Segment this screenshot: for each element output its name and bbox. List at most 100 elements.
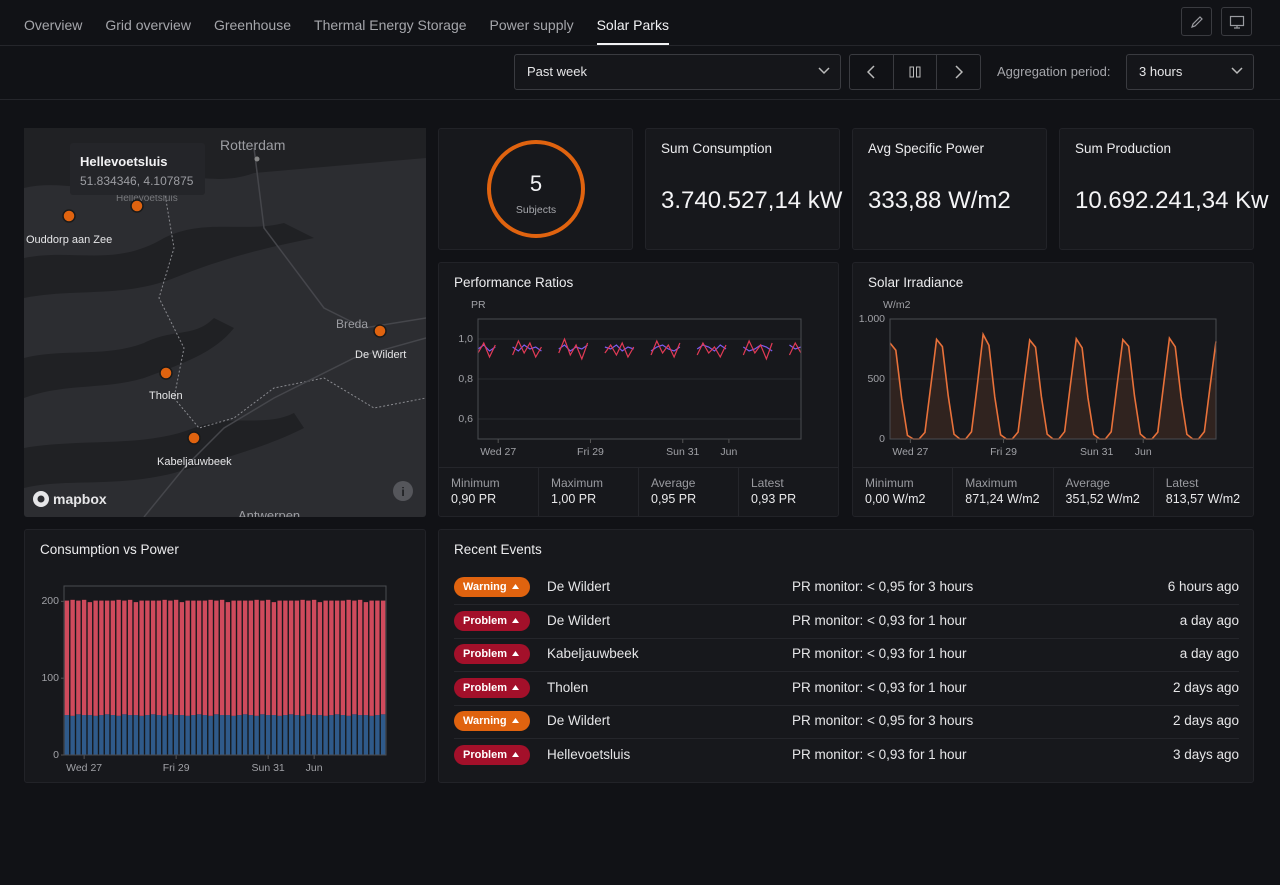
- status-badge: Problem: [454, 677, 530, 698]
- popup-coords: 51.834346, 4.107875: [80, 174, 194, 188]
- bar-segment: [64, 600, 70, 716]
- tab[interactable]: Power supply: [489, 17, 574, 33]
- area: [890, 334, 1216, 439]
- park-label: Ouddorp aan Zee: [26, 234, 112, 246]
- pause-button[interactable]: [894, 55, 938, 89]
- bar-segment: [369, 600, 374, 716]
- badge-arrow: [512, 684, 519, 690]
- park-marker[interactable]: [187, 431, 201, 445]
- next-button[interactable]: [937, 55, 980, 89]
- kpi-title: Avg Specific Power: [868, 141, 985, 156]
- stat-label: Minimum: [451, 476, 500, 490]
- event-site: De Wildert: [547, 612, 611, 628]
- x-tick-label: Fri 29: [990, 446, 1017, 458]
- bar-segment: [271, 602, 277, 716]
- irradiance-panel: Solar Irradiance W/m2 0 500 1.000 Wed 27 Fri …: [852, 262, 1254, 517]
- bar-segment: [145, 715, 150, 755]
- aggregation-value: 3 hours: [1139, 64, 1183, 79]
- event-row: Problem De Wildert PR monitor: < 0,93 for …: [454, 605, 1239, 639]
- pause-icon: [909, 66, 921, 78]
- bar-segment: [156, 600, 162, 716]
- stat-value: 871,24 W/m2: [965, 492, 1040, 506]
- range-select[interactable]: Past week: [514, 54, 841, 90]
- stat-value: 0,00 W/m2: [865, 492, 926, 506]
- bar-segment: [110, 715, 116, 755]
- bar-segment: [294, 715, 300, 755]
- tab[interactable]: Thermal Energy Storage: [314, 17, 467, 33]
- event-time: a day ago: [1179, 612, 1239, 628]
- park-label: Kabeljauwbeek: [157, 456, 232, 468]
- bar-segment: [99, 600, 104, 716]
- y-tick-label: 0: [53, 749, 59, 761]
- map[interactable]: Rotterdam Breda Antwerpen Hellevoetsluis…: [24, 128, 426, 517]
- x-tick-label: Jun: [720, 446, 737, 458]
- event-time: 3 days ago: [1172, 746, 1239, 762]
- event-row: Problem Tholen PR monitor: < 0,93 for 1 ho…: [454, 672, 1239, 706]
- kpi-title: Sum Production: [1075, 141, 1172, 156]
- map-popup: [70, 143, 205, 195]
- stats-row: Minimum 0,00 W/m2 Maximum 871,24 W/m2 Averag…: [853, 467, 1253, 516]
- bar-segment: [283, 600, 288, 716]
- chevron: [1231, 67, 1243, 75]
- edit-button[interactable]: [1181, 7, 1212, 36]
- prev-icon: [867, 65, 875, 79]
- event-time: 6 hours ago: [1167, 579, 1239, 594]
- bar-segment: [133, 715, 139, 755]
- tab[interactable]: Grid overview: [105, 17, 191, 33]
- park-marker[interactable]: [159, 366, 173, 380]
- bar-segment: [254, 715, 259, 755]
- status-badge: Warning: [454, 711, 530, 731]
- status-badge: Problem: [454, 744, 530, 765]
- stat-cell: Average 0,95 PR: [638, 468, 738, 516]
- consumption-chart: 0 100 200 Wed 27 Fri 29 Sun 31 Jun: [41, 585, 387, 774]
- bar-segment: [139, 600, 144, 716]
- stat-value: 0,93 PR: [751, 492, 797, 506]
- badge-arrow: [512, 718, 519, 723]
- park-marker[interactable]: [373, 324, 387, 338]
- aggregation-select[interactable]: 3 hours: [1126, 54, 1254, 90]
- y-tick-label: 200: [41, 595, 59, 607]
- prev-button[interactable]: [850, 55, 894, 89]
- kpi-title: Sum Consumption: [661, 141, 773, 156]
- bar-segment: [219, 715, 225, 755]
- bar-segment: [340, 600, 346, 716]
- badge-arrow: [512, 751, 519, 757]
- event-row: Problem Hellevoetsluis PR monitor: < 0,93 …: [454, 739, 1239, 772]
- bar-segment: [76, 600, 81, 715]
- info-button[interactable]: [393, 481, 413, 501]
- bar-segment: [277, 715, 282, 755]
- tab[interactable]: Overview: [24, 17, 83, 33]
- x-tick-label: Sun 31: [666, 446, 699, 458]
- event-message: PR monitor: < 0,93 for 1 hour: [792, 612, 967, 628]
- mapbox-logo: [37, 495, 45, 503]
- tab[interactable]: Solar Parks: [596, 0, 669, 45]
- display-button[interactable]: [1221, 7, 1252, 36]
- x-tick-label: Jun: [306, 762, 323, 774]
- tab[interactable]: Greenhouse: [213, 17, 292, 33]
- bar-segment: [323, 600, 328, 716]
- bar-segment: [300, 599, 305, 716]
- event-message: PR monitor: < 0,95 for 3 hours: [792, 579, 974, 594]
- x-tick-label: Sun 31: [251, 762, 284, 774]
- bar-segment: [116, 599, 121, 716]
- bar-segment: [208, 715, 213, 755]
- bar-segment: [288, 600, 294, 715]
- bar-segment: [185, 715, 190, 755]
- badge-arrow: [512, 617, 519, 623]
- bar-segment: [306, 600, 311, 715]
- bar-segment: [334, 714, 340, 755]
- bar-segment: [329, 715, 334, 755]
- kpi-card: Avg Specific Power 333,88 W/m2: [852, 128, 1047, 250]
- water: [24, 413, 304, 488]
- bar-segment: [352, 714, 357, 755]
- divider: [0, 99, 1280, 100]
- badge-text: Problem: [463, 648, 508, 660]
- y-tick-label: 0,8: [458, 373, 473, 385]
- bar-segment: [93, 715, 98, 755]
- park-marker[interactable]: [62, 209, 76, 223]
- event-site: Kabeljauwbeek: [547, 646, 639, 661]
- road: [143, 337, 426, 517]
- bar-segment: [265, 599, 271, 716]
- park-marker[interactable]: [130, 199, 144, 213]
